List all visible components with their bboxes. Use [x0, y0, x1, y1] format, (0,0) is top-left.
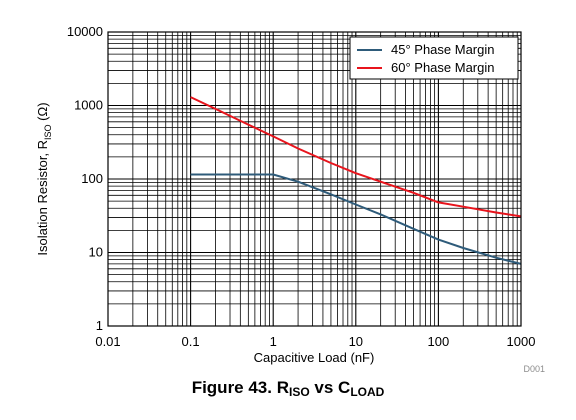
figure-code: D001 [523, 364, 545, 374]
y-tick-label: 10 [89, 245, 103, 260]
plot-border [107, 31, 522, 327]
grid [108, 32, 521, 326]
x-tick-labels: 0.01 0.1 1 10 100 1000 [95, 334, 535, 349]
y-tick-label: 10000 [67, 24, 103, 39]
caption-sub-iso: ISO [289, 385, 310, 399]
y-axis-label-main: Isolation Resistor, R [35, 140, 50, 256]
x-tick-label: 1000 [507, 334, 536, 349]
chart: 0.01 0.1 1 10 100 1000 1 10 100 1000 10000 Capaci… [35, 24, 545, 374]
y-tick-labels: 1 10 100 1000 10000 [67, 24, 103, 333]
y-axis-label-sub: ISO [43, 124, 53, 140]
caption-middle: vs C [309, 378, 351, 397]
legend: 45° Phase Margin 60° Phase Margin [349, 36, 519, 80]
y-tick-label: 1 [96, 318, 103, 333]
legend-label-45: 45° Phase Margin [391, 42, 494, 57]
legend-label-60: 60° Phase Margin [391, 60, 494, 75]
x-tick-label: 0.1 [182, 334, 200, 349]
x-tick-label: 100 [428, 334, 450, 349]
caption-prefix: Figure 43. R [191, 378, 289, 397]
x-axis-label: Capacitive Load (nF) [254, 350, 375, 365]
series-line-60-phase-margin [190, 96, 522, 218]
y-tick-label: 1000 [74, 98, 103, 113]
y-tick-label: 100 [81, 171, 103, 186]
figure-caption: Figure 43. RISO vs CLOAD [0, 378, 576, 399]
y-axis-label-unit: (Ω) [35, 102, 50, 124]
series-layer [190, 96, 522, 265]
series-line-45-phase-margin [190, 173, 522, 265]
caption-sub-load: LOAD [350, 385, 385, 399]
x-tick-label: 1 [270, 334, 277, 349]
x-tick-label: 0.01 [95, 334, 120, 349]
y-axis-label: Isolation Resistor, RISO (Ω) [35, 102, 53, 255]
legend-box [349, 36, 519, 80]
x-tick-label: 10 [349, 334, 363, 349]
